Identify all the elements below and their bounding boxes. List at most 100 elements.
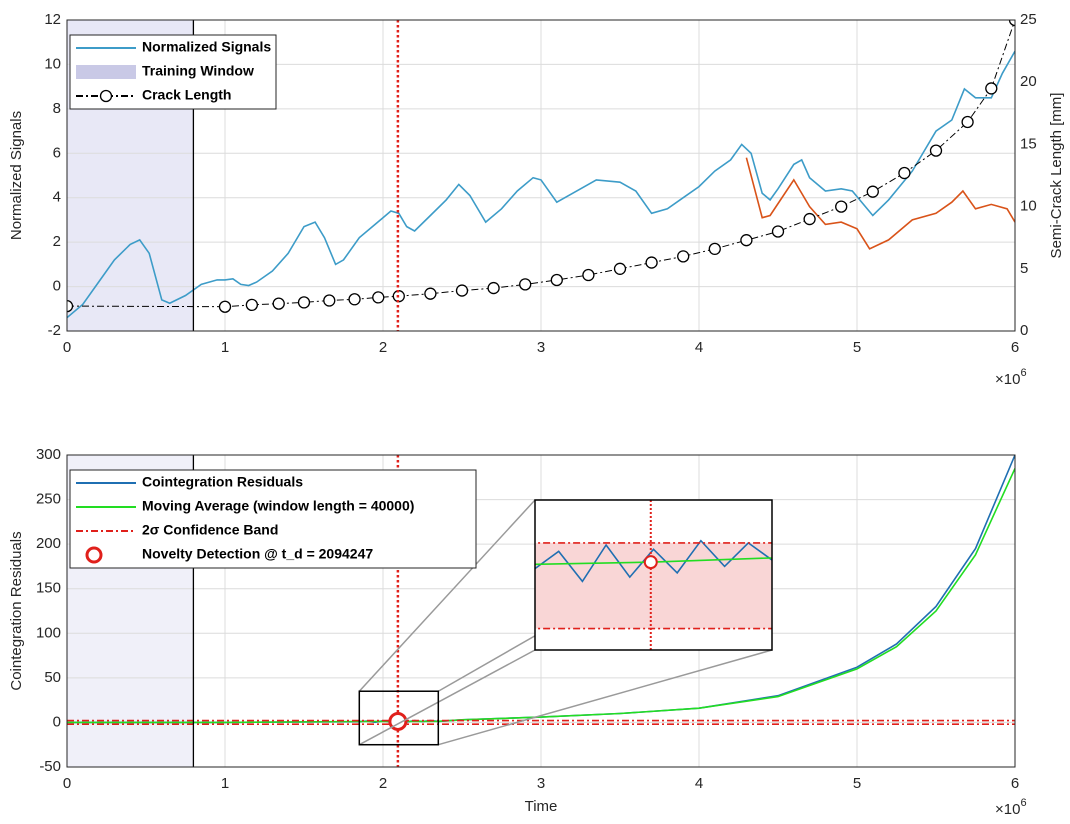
crack-marker [487,281,500,295]
crack-marker [803,212,816,226]
x-tick-label: 4 [695,339,703,356]
x-multiplier: ×106 [995,367,1027,388]
x-tick-label: 2 [379,775,387,792]
x-tick-label: 0 [63,339,71,356]
x-multiplier-exp: 6 [1020,797,1026,809]
zoom-connector [358,499,536,692]
plot-content [67,20,1015,331]
axes-box [66,454,1016,768]
inset-novelty [643,555,658,570]
y-tick-label: 6 [53,144,61,161]
y-axis-label: Cointegration Residuals [8,531,25,690]
x-tick-label: 6 [1011,339,1019,356]
y2-tick-label: 0 [1020,322,1028,339]
series-line [67,468,1015,724]
y-tick-label: -2 [48,322,61,339]
x-tick-label: 5 [853,339,861,356]
axes-box [66,19,1016,332]
legend-label: Training Window [142,63,254,79]
legend-label: Crack Length [142,87,231,103]
inset-box [534,499,773,651]
series-line [745,157,1015,250]
crack-marker [740,234,753,247]
crack-marker [372,291,385,304]
crack-marker [613,262,627,275]
series-line [67,50,1015,319]
legend-marker [99,89,113,103]
crack-marker [550,273,563,287]
legend-label: 2σ Confidence Band [142,522,278,538]
x-multiplier: ×106 [995,797,1027,818]
crack-marker [677,250,690,263]
x-tick-label: 1 [221,775,229,792]
x-tick-label: 2 [379,339,387,356]
legend-box [69,469,477,569]
crack-marker [67,299,74,313]
x-tick-label: 1 [221,339,229,356]
crack-marker [1008,20,1015,27]
y-tick-label: -50 [39,758,61,775]
crack-marker [272,297,285,310]
crack-marker [835,200,848,213]
crack-marker [645,256,658,269]
crack-marker [455,284,469,297]
crack-marker [929,144,943,157]
x-tick-label: 3 [537,339,545,356]
zoom-connector [358,649,536,746]
y-tick-label: 2 [53,233,61,250]
x-multiplier-exp: 6 [1020,367,1026,379]
x-tick-label: 0 [63,775,71,792]
inset-content [535,500,772,650]
y-tick-label: 4 [53,189,61,206]
series-line [535,557,772,566]
x-tick-label: 3 [537,775,545,792]
y-tick-label: 50 [44,669,61,686]
legend-label: Novelty Detection @ t_d = 2094247 [142,546,373,562]
y2-tick-label: 5 [1020,260,1028,277]
zoom-connector [438,649,773,746]
y2-tick-label: 10 [1020,198,1037,215]
x-tick-label: 4 [695,775,703,792]
y-tick-label: 10 [44,55,61,72]
y2-axis-label: Semi-Crack Length [mm] [1048,93,1065,259]
legend-label: Normalized Signals [142,39,271,55]
y-tick-label: 150 [36,580,61,597]
crack-marker [582,268,595,282]
crack-marker [218,300,232,313]
crack-marker [708,242,721,256]
x-tick-label: 5 [853,775,861,792]
crack-marker [323,294,336,307]
crack-marker [519,278,532,291]
crack-marker [297,296,311,309]
y-tick-label: 12 [44,11,61,28]
y-tick-label: 250 [36,491,61,508]
crack-marker [961,115,974,129]
y-tick-label: 300 [36,446,61,463]
crack-marker [985,82,998,95]
legend-swatch [76,65,136,79]
y-tick-label: 0 [53,278,61,295]
y-tick-label: 200 [36,535,61,552]
y-tick-label: 0 [53,713,61,730]
zoom-box [358,690,440,746]
legend-label: Cointegration Residuals [142,474,303,490]
legend-marker [85,546,103,564]
x-multiplier-base: ×10 [995,801,1020,818]
x-tick-label: 6 [1011,775,1019,792]
y2-tick-label: 15 [1020,135,1037,152]
y-tick-label: 100 [36,624,61,641]
y2-tick-label: 25 [1020,11,1037,28]
crack-marker [866,185,879,198]
y-tick-label: 8 [53,100,61,117]
y2-tick-label: 20 [1020,73,1037,90]
crack-marker [771,225,785,238]
y-axis-label: Normalized Signals [8,111,25,240]
crack-marker [245,298,259,312]
x-multiplier-base: ×10 [995,371,1020,388]
crack-marker [348,293,361,306]
x-axis-label: Time [525,798,558,815]
legend-label: Moving Average (window length = 40000) [142,498,414,514]
crack-marker [424,287,437,300]
crack-marker [898,166,911,180]
